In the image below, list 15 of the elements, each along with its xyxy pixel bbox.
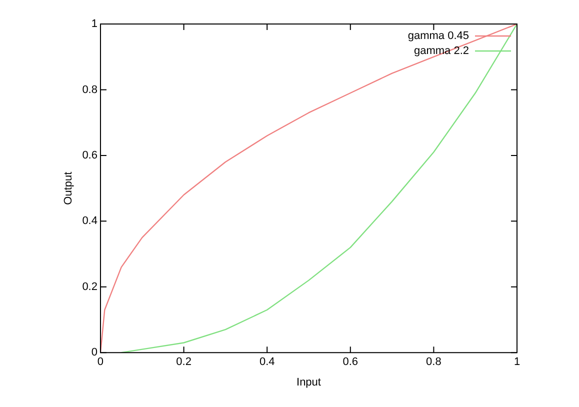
x-axis-title: Input (296, 376, 321, 388)
y-tick-label: 0.4 (82, 215, 98, 228)
y-tick-label: 0.2 (82, 280, 98, 293)
y-tick-label: 1 (91, 18, 98, 30)
x-tick-label: 1 (514, 356, 520, 368)
y-tick-label: 0.8 (82, 84, 98, 96)
y-axis-title: Output (62, 172, 75, 205)
y-tick-label: 0.6 (82, 149, 98, 162)
x-tick-label: 0.6 (342, 356, 358, 368)
y-tick-label: 0 (91, 346, 98, 359)
legend-label: gamma 2.2 (414, 45, 469, 58)
legend-label: gamma 0.45 (408, 30, 469, 42)
x-tick-label: 0.4 (259, 356, 275, 368)
x-tick-label: 0.8 (426, 356, 442, 368)
x-tick-label: 0.2 (176, 356, 192, 368)
